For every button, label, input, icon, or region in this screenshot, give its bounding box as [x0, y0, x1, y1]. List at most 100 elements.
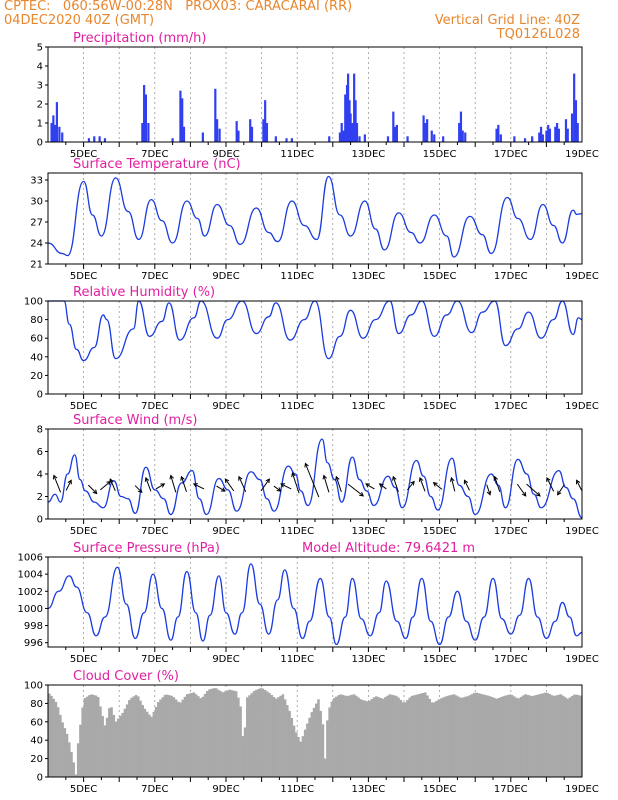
precip-bar: [147, 123, 150, 142]
cloud-bar: [457, 696, 460, 777]
cloud-bar: [432, 702, 436, 777]
series-line: [47, 300, 583, 362]
precip-bar: [539, 126, 543, 142]
cloud-bar: [152, 711, 156, 777]
cloud-bar: [439, 698, 443, 777]
precip-bar: [58, 126, 61, 142]
x-tick-label: 7DEC: [141, 654, 168, 665]
x-tick-label: 7DEC: [141, 271, 168, 282]
precip-bar: [576, 123, 579, 142]
cloud-bar: [119, 715, 122, 777]
x-tick-label: 15DEC: [423, 149, 457, 160]
cloud-bar: [372, 697, 376, 777]
cloud-bar: [177, 701, 180, 777]
series-line: [47, 175, 583, 258]
y-tick-label: 996: [24, 638, 43, 649]
run-date-label: 04DEC2020 40Z (GMT): [4, 13, 155, 28]
cloud-bar: [281, 694, 285, 777]
x-tick-label: 11DEC: [280, 654, 314, 665]
wind-arrow-head: [238, 475, 243, 481]
cloud-bar: [68, 742, 71, 777]
cloud-bar: [577, 695, 581, 777]
cloud-bar: [139, 700, 142, 777]
cloud-bar: [352, 694, 356, 777]
cloud-bar: [197, 696, 200, 777]
precip-bar: [573, 73, 576, 142]
cloud-bar: [315, 703, 318, 777]
panel-frame: [47, 172, 583, 265]
y-tick-label: 2: [37, 492, 43, 503]
cloud-bar: [194, 694, 198, 777]
wind-arrow: [576, 480, 583, 491]
y-tick-label: 60: [30, 717, 43, 728]
cloud-bar: [430, 702, 434, 777]
cloud-bar: [221, 692, 225, 777]
cloud-bar: [461, 697, 465, 777]
cloud-bar: [234, 691, 238, 777]
cloud-bar: [319, 710, 322, 777]
cloud-bar: [530, 695, 534, 777]
x-tick-label: 13DEC: [352, 271, 386, 282]
precip-bar: [499, 134, 502, 142]
precip-bar: [98, 136, 101, 142]
cloud-bar: [528, 695, 532, 777]
precip-bar: [406, 136, 409, 142]
cloud-bar: [383, 697, 387, 777]
wind-arrow-head: [220, 487, 226, 492]
cloud-bar: [323, 758, 327, 777]
cloud-bar: [508, 694, 512, 777]
cloud-bar: [312, 707, 316, 777]
precip-bar: [264, 100, 267, 142]
cloud-bar: [294, 732, 298, 777]
cloud-bar: [141, 704, 144, 777]
cloud-bar: [134, 694, 138, 777]
precip-bar: [555, 123, 559, 142]
cloud-bar: [408, 697, 411, 777]
wind-arrow: [65, 480, 72, 491]
cloud-bar: [412, 695, 416, 777]
wind-arrow: [464, 480, 470, 491]
cloud-bar: [303, 729, 307, 777]
cloud-bar: [290, 717, 294, 777]
cloud-bar: [76, 743, 80, 777]
x-tick-label: 17DEC: [494, 149, 528, 160]
precip-bar: [214, 88, 217, 142]
cloud-bar: [174, 699, 178, 777]
cloud-bar: [203, 693, 207, 777]
cloud-bar: [332, 698, 336, 777]
y-tick-label: 8: [37, 425, 43, 436]
cloud-bar: [137, 696, 140, 777]
cloud-bar: [517, 698, 520, 777]
x-tick-label: 13DEC: [352, 401, 386, 412]
cloud-bar: [81, 707, 84, 777]
cloud-bar: [343, 695, 347, 777]
precip-bar: [386, 136, 390, 142]
cloud-bar: [561, 695, 565, 777]
cloud-bar: [101, 715, 104, 777]
cloud-bar: [553, 695, 556, 777]
precip-bar: [363, 134, 366, 142]
wind-arrow: [335, 476, 342, 492]
cloud-bar: [99, 706, 102, 777]
x-tick-label: 5DEC: [70, 271, 97, 282]
cloud-bar: [292, 725, 296, 777]
wind-arrow-head: [322, 474, 328, 480]
cloud-bar: [125, 704, 129, 777]
precip-bar: [274, 136, 277, 142]
cloud-bar: [555, 695, 558, 777]
wind-arrow-head: [575, 479, 581, 485]
y-tick-label: 100: [24, 297, 43, 308]
cloud-bar: [573, 694, 576, 777]
cloud-bar: [223, 691, 227, 777]
cloud-bar: [435, 700, 438, 777]
x-tick-label: 13DEC: [352, 526, 386, 537]
precip-bar: [87, 138, 91, 142]
x-tick-label: 17DEC: [494, 526, 528, 537]
cloud-bar: [123, 708, 127, 777]
cloud-bar: [79, 724, 82, 777]
cloud-bar: [361, 700, 365, 777]
precip-bar: [182, 126, 186, 142]
panel-4: Surface Wind (m/s) 0 2 4 6 8 5DEC 7DEC 9DEC 11DEC…: [37, 413, 599, 537]
cloud-bar: [570, 696, 574, 777]
cloud-bar: [426, 695, 429, 777]
